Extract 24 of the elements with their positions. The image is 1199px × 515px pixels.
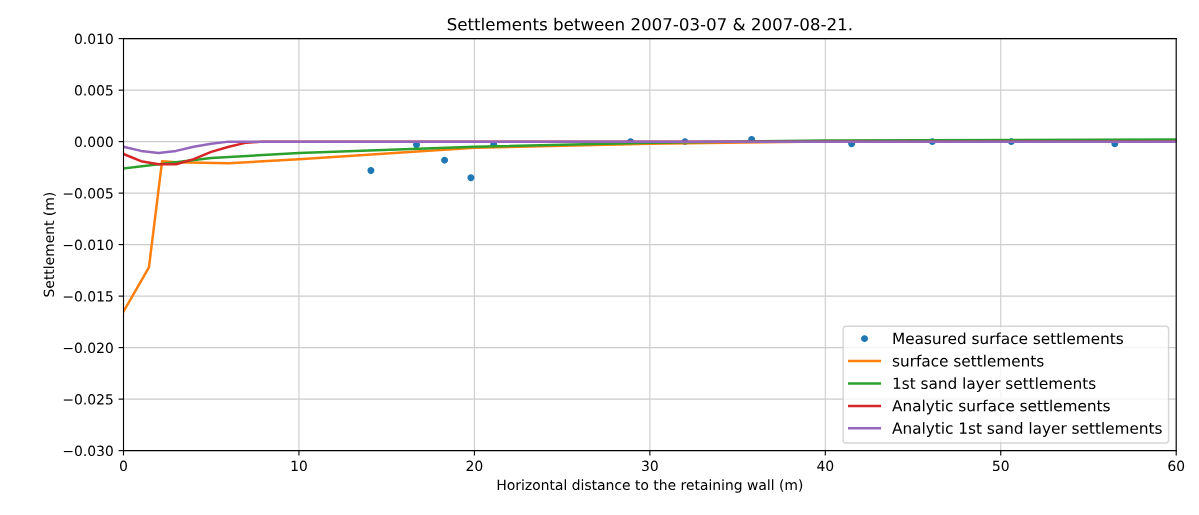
legend-label: Analytic 1st sand layer settlements: [892, 422, 1162, 437]
y-tick-label: −0.010: [63, 239, 113, 251]
x-tick-label: 60: [1168, 460, 1185, 472]
chart-title: Settlements between 2007-03-07 & 2007-08-21.: [447, 17, 852, 31]
x-tick-label: 0: [119, 460, 127, 472]
y-tick-label: −0.020: [63, 342, 113, 354]
y-tick-label: −0.015: [63, 291, 113, 302]
x-tick-label: 50: [993, 460, 1009, 472]
y-tick-label: −0.025: [63, 394, 113, 405]
legend-label: Analytic surface settlements: [892, 399, 1110, 415]
y-tick-label: 0.010: [74, 33, 113, 45]
y-axis-title: Settlement (m): [43, 192, 56, 297]
x-tick-label: 20: [466, 460, 483, 472]
legend-label: surface settlements: [892, 354, 1044, 367]
y-tick-label: 0.005: [74, 85, 113, 96]
x-axis-title: Horizontal distance to the retaining wall (m): [497, 479, 803, 493]
x-tick-label: 40: [817, 460, 834, 472]
y-tick-label: −0.030: [63, 445, 113, 457]
legend-label: 1st sand layer settlements: [893, 377, 1096, 393]
y-tick-label: 0.000: [74, 136, 113, 148]
y-tick-label: −0.005: [63, 188, 113, 199]
legend-label: Measured surface settlements: [893, 332, 1123, 345]
x-tick-label: 10: [291, 460, 307, 472]
x-tick-label: 30: [642, 460, 658, 472]
